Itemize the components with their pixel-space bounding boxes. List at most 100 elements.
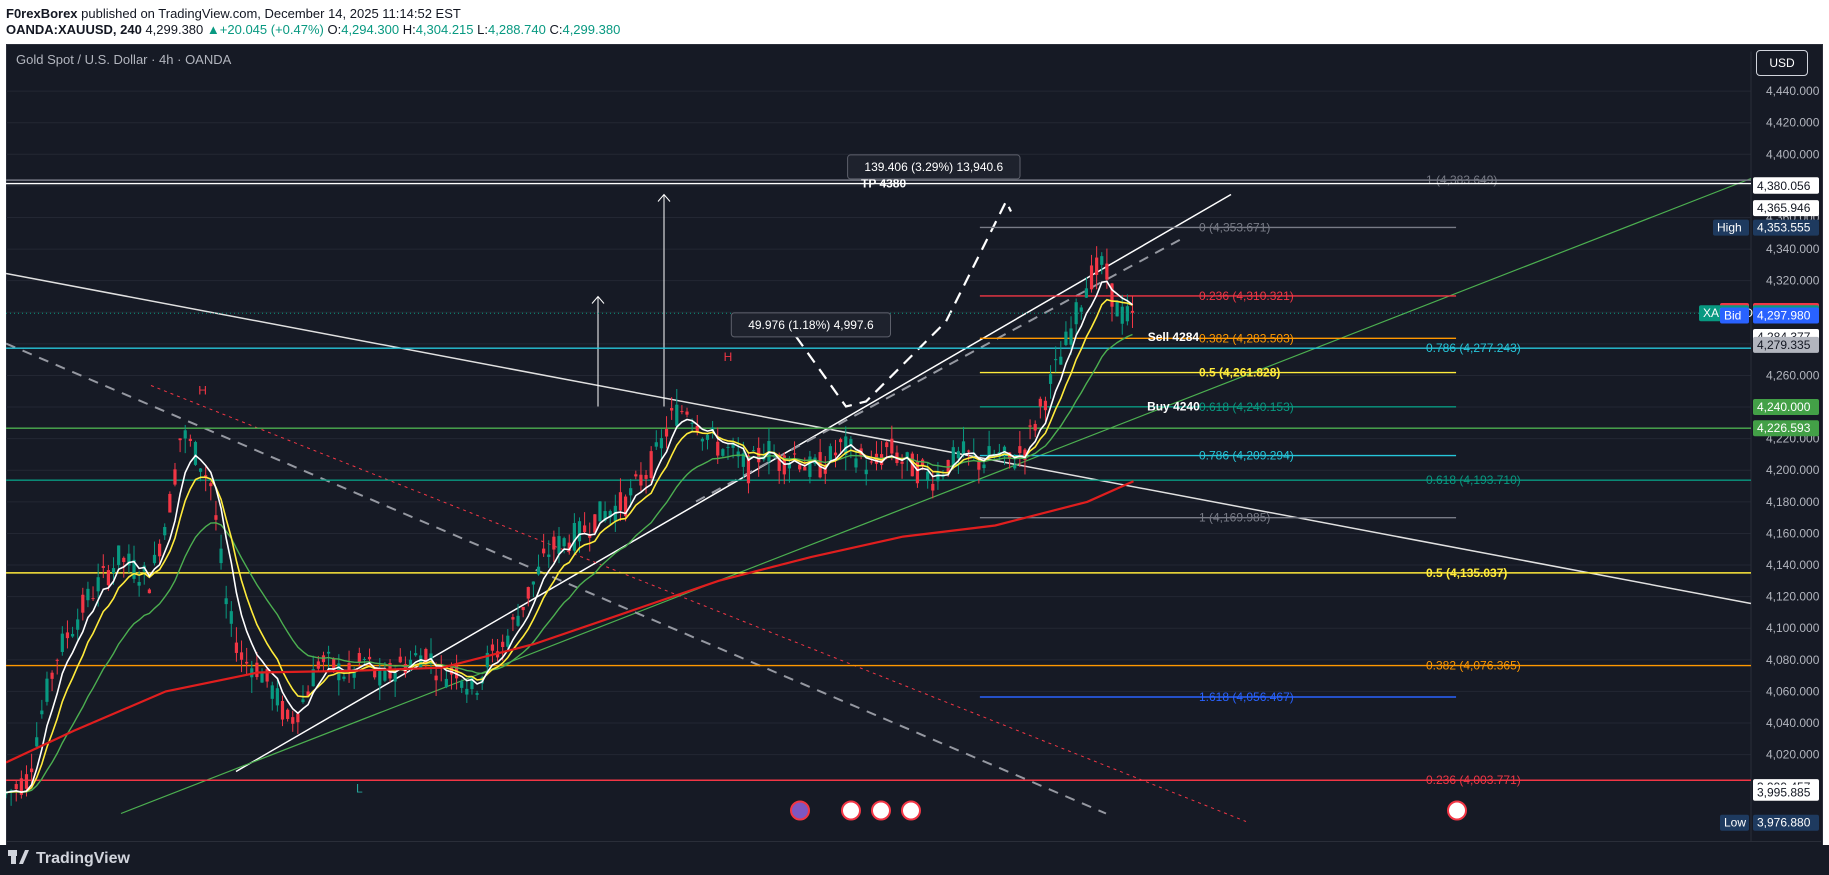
- candle-body: [516, 615, 520, 626]
- price-tick-label: 4,320.000: [1766, 274, 1820, 288]
- candle-body: [1115, 301, 1119, 317]
- candle-body: [147, 589, 151, 594]
- publish-info: published on TradingView.com, December 1…: [81, 6, 461, 21]
- candle-body: [526, 587, 530, 599]
- candle-body: [552, 536, 556, 550]
- price-tick-label: 4,160.000: [1766, 526, 1820, 540]
- candle-body: [55, 659, 59, 661]
- price-tag-text: Bid: [1724, 308, 1741, 322]
- candle-body: [531, 581, 536, 585]
- candle-body: [639, 474, 643, 486]
- candle-body: [30, 768, 34, 773]
- tradingview-logo[interactable]: TradingView: [8, 850, 130, 868]
- fib-level-label: 0.618 (4,240.153): [1199, 400, 1294, 414]
- candle-body: [35, 737, 39, 747]
- price-tick-label: 4,020.000: [1766, 748, 1820, 762]
- candle-body: [342, 676, 346, 679]
- candle-body: [173, 469, 177, 485]
- candle-body: [1023, 449, 1027, 460]
- candle-body: [598, 501, 602, 522]
- candle-body: [659, 438, 664, 449]
- candle-body: [869, 461, 873, 463]
- candle-body: [393, 672, 397, 682]
- candle-body: [117, 545, 121, 566]
- price-label-box: [1753, 420, 1819, 437]
- pivot-label: H: [198, 383, 207, 397]
- drawings: [6, 177, 1752, 822]
- candle-body: [926, 471, 930, 481]
- measure-arrow-head: [657, 193, 671, 202]
- candle-body: [301, 699, 305, 703]
- candle-body: [695, 425, 699, 433]
- price-label-box: [1753, 814, 1819, 831]
- candle-body: [741, 453, 745, 467]
- us-flag-event-icon: [871, 800, 891, 821]
- candle-body: [362, 658, 367, 660]
- candle-body: [623, 496, 628, 517]
- ema-slow-line: [6, 333, 1133, 794]
- candle-body: [449, 667, 454, 675]
- currency-button[interactable]: USD: [1756, 50, 1808, 76]
- fib-level-label: 1 (4,383.649): [1426, 173, 1497, 187]
- candle-body: [122, 557, 126, 562]
- symbol-label: OANDA:XAUUSD, 240: [6, 22, 142, 37]
- candle-body: [367, 656, 372, 660]
- candle-body: [521, 606, 525, 611]
- candle-body: [229, 611, 233, 624]
- candle-body: [1130, 310, 1135, 313]
- candle-body: [915, 461, 920, 484]
- candle-body: [101, 566, 105, 568]
- price-tick-label: 4,400.000: [1766, 147, 1820, 161]
- measure-label-box: [730, 312, 892, 338]
- candle-body: [306, 691, 310, 697]
- candle-body: [977, 461, 981, 470]
- candle-body: [654, 442, 658, 447]
- price-label-box: [1753, 219, 1819, 236]
- candle-body: [951, 447, 955, 467]
- candle-body: [132, 559, 136, 579]
- pivot-label: H: [724, 350, 733, 364]
- low-value: 4,288.740: [488, 22, 546, 37]
- candle-body: [557, 536, 561, 554]
- candle-body: [629, 488, 633, 496]
- fib-level-label: 0.236 (4,003.771): [1426, 773, 1521, 787]
- candle-body: [833, 452, 838, 456]
- candle-body: [383, 668, 387, 681]
- candle-body: [890, 438, 894, 454]
- candle-body: [332, 658, 336, 670]
- candle-body: [961, 441, 966, 456]
- candle-body: [347, 663, 351, 672]
- candle-body: [936, 472, 940, 482]
- candle-body: [198, 468, 203, 472]
- price-tick-label: 4,180.000: [1766, 495, 1820, 509]
- candle-body: [152, 554, 157, 564]
- candle-body: [429, 653, 433, 661]
- candle-body: [188, 438, 192, 442]
- candle-body: [490, 644, 495, 651]
- candle-body: [634, 474, 638, 477]
- candle-body: [1125, 306, 1129, 322]
- candle-body: [1043, 400, 1048, 411]
- candle-body: [798, 464, 802, 470]
- candle-body: [567, 542, 571, 551]
- price-tick-label: 4,140.000: [1766, 558, 1820, 572]
- price-chart[interactable]: 4,020.000 4,040.000 4,060.000 4,080.000 4,10…: [6, 44, 1821, 859]
- candle-body: [854, 458, 858, 468]
- price-label-text: 4,365.946: [1757, 201, 1811, 215]
- price-label-box: [1753, 177, 1819, 194]
- ohlc-bar: OANDA:XAUUSD, 240 4,299.380 ▲+20.045 (+0…: [6, 22, 621, 37]
- price-label-text: 3,976.880: [1757, 816, 1811, 830]
- fib-level-label: 0.786 (4,209.294): [1199, 449, 1294, 463]
- candle-body: [577, 521, 582, 542]
- candle-body: [127, 553, 131, 566]
- event-icons: [790, 800, 1467, 821]
- candle-body: [1028, 425, 1032, 427]
- candle-body: [352, 668, 356, 678]
- author-name[interactable]: F0rexBorex: [6, 6, 78, 21]
- candle-body: [373, 670, 377, 678]
- candle-body: [239, 652, 244, 660]
- price-tick-label: 4,040.000: [1766, 716, 1820, 730]
- fib-level-label: 0.382 (4,283.503): [1199, 331, 1294, 345]
- price-tick-label: 4,420.000: [1766, 116, 1820, 130]
- candle-body: [6, 792, 8, 795]
